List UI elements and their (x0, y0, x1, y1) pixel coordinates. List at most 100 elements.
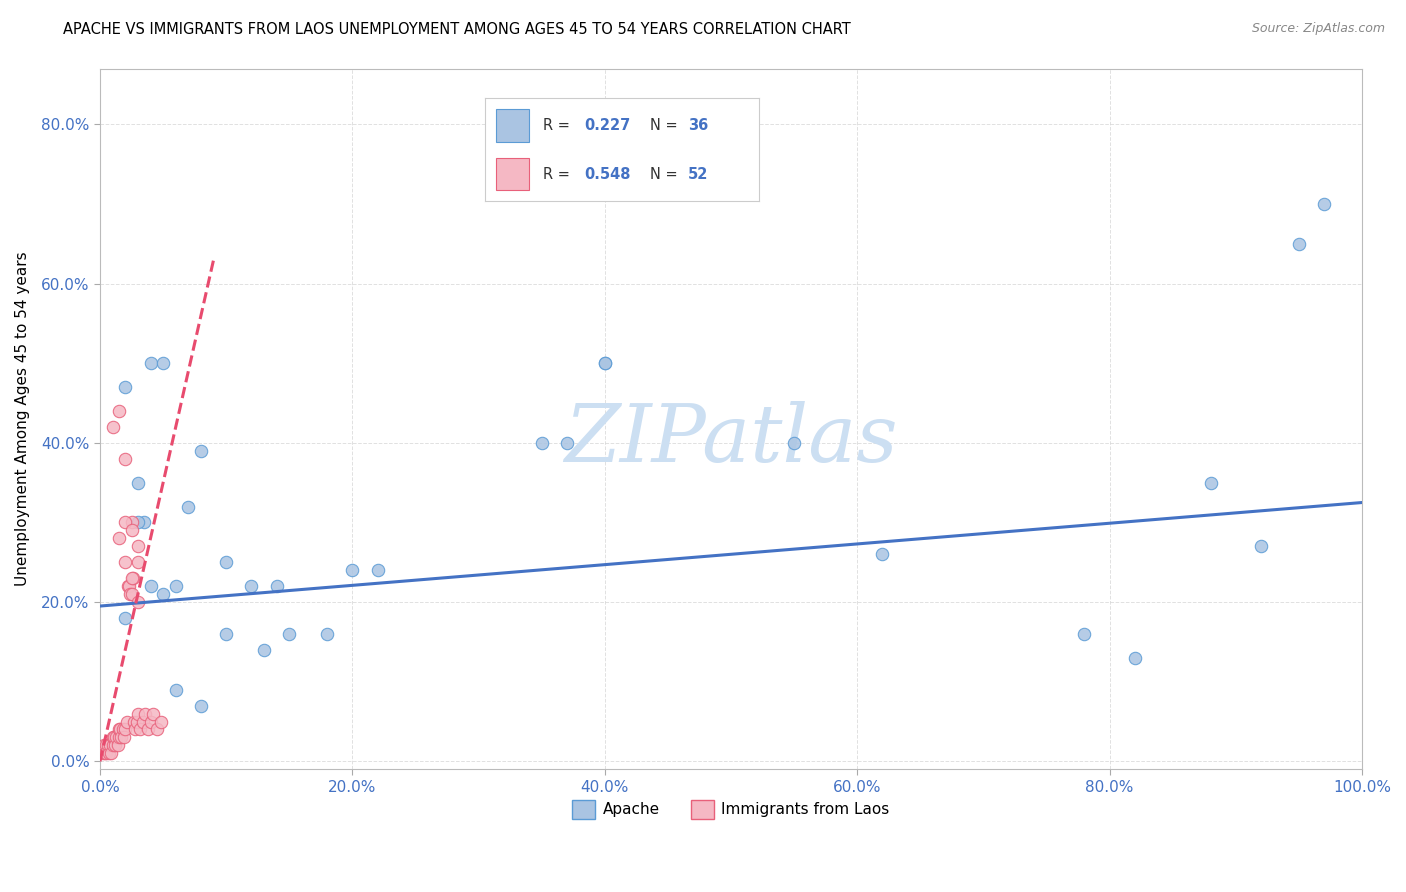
Point (593, 356, 616, 370)
Point (316, 627, 339, 641)
Point (132, 714, 155, 729)
Point (101, 420, 124, 434)
Text: Source: ZipAtlas.com: Source: ZipAtlas.com (1251, 22, 1385, 36)
Point (97, 747, 120, 761)
Point (121, 587, 143, 601)
Point (121, 516, 143, 530)
Point (114, 451, 136, 466)
Point (103, 731, 125, 745)
Point (115, 714, 138, 729)
Point (1288, 236, 1310, 251)
Point (98, 739, 121, 753)
Point (108, 723, 131, 737)
Point (111, 723, 134, 737)
Point (139, 579, 162, 593)
Point (253, 643, 276, 657)
Point (136, 723, 159, 737)
Text: R =: R = (543, 119, 574, 133)
Point (367, 563, 389, 577)
Point (593, 356, 616, 370)
Point (134, 516, 156, 530)
Point (190, 698, 212, 713)
Point (139, 356, 162, 370)
Point (121, 571, 143, 585)
Point (96, 739, 118, 753)
Point (215, 555, 238, 569)
Point (121, 571, 143, 585)
Point (97, 739, 120, 753)
Point (278, 627, 301, 641)
Point (129, 723, 152, 737)
Point (114, 555, 136, 569)
Point (110, 731, 132, 745)
Point (127, 555, 149, 569)
Point (108, 404, 131, 418)
Point (94, 747, 117, 761)
Text: 0.227: 0.227 (583, 119, 630, 133)
Point (125, 714, 148, 729)
Point (121, 524, 143, 538)
Text: N =: N = (650, 119, 682, 133)
Text: R =: R = (543, 167, 574, 182)
Point (101, 739, 124, 753)
Point (114, 380, 136, 394)
Point (266, 579, 288, 593)
Point (101, 739, 124, 753)
Legend: Apache, Immigrants from Laos: Apache, Immigrants from Laos (567, 794, 896, 825)
Point (107, 739, 129, 753)
Point (127, 706, 149, 721)
Point (104, 739, 127, 753)
Point (108, 532, 131, 546)
Point (122, 714, 145, 729)
Point (1123, 650, 1146, 665)
Point (101, 731, 124, 745)
Point (134, 706, 156, 721)
Point (114, 723, 136, 737)
Point (215, 627, 238, 641)
Point (146, 723, 169, 737)
Point (110, 723, 132, 737)
Point (93, 739, 115, 753)
Bar (496, 158, 529, 190)
Point (190, 443, 212, 458)
Point (152, 587, 174, 601)
Text: 36: 36 (688, 119, 709, 133)
Point (165, 579, 187, 593)
Point (1199, 475, 1222, 490)
Point (108, 731, 131, 745)
Point (177, 500, 200, 514)
Point (127, 475, 149, 490)
Point (139, 714, 162, 729)
Text: 0.548: 0.548 (583, 167, 630, 182)
Point (105, 731, 128, 745)
Text: ZIPatlas: ZIPatlas (564, 401, 898, 479)
Point (342, 563, 364, 577)
Point (1250, 539, 1272, 553)
Text: N =: N = (650, 167, 682, 182)
Point (127, 539, 149, 553)
Point (142, 706, 165, 721)
Point (240, 579, 263, 593)
Point (112, 731, 135, 745)
Point (91, 747, 114, 761)
Point (96, 747, 118, 761)
Point (114, 516, 136, 530)
Point (152, 356, 174, 370)
Point (127, 595, 149, 609)
Point (118, 579, 141, 593)
Point (124, 723, 146, 737)
Point (100, 747, 122, 761)
Point (1313, 197, 1336, 211)
Point (165, 682, 187, 697)
Y-axis label: Unemployment Among Ages 45 to 54 years: Unemployment Among Ages 45 to 54 years (15, 252, 30, 586)
Point (783, 435, 806, 450)
Point (120, 587, 142, 601)
Point (872, 547, 894, 561)
Bar (496, 110, 529, 142)
Point (127, 516, 149, 530)
Point (1073, 627, 1095, 641)
Point (530, 435, 553, 450)
Point (149, 714, 172, 729)
Text: 52: 52 (688, 167, 709, 182)
Point (117, 579, 139, 593)
